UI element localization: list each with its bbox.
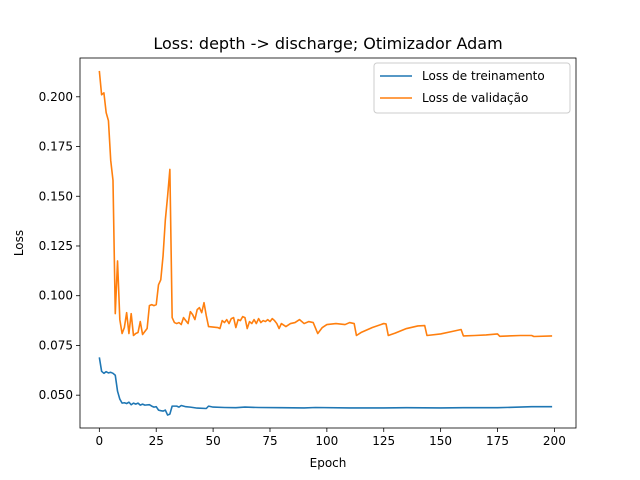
chart-title: Loss: depth -> discharge; Otimizador Ada…	[153, 34, 502, 53]
series-layer	[98, 70, 553, 416]
x-tick-label: 75	[262, 434, 277, 448]
y-axis-ticks: 0.050 0.075 0.100 0.125 0.150 0.175 0.200	[39, 90, 80, 402]
y-tick-label: 0.100	[39, 289, 73, 303]
x-tick-label: 200	[543, 434, 566, 448]
y-tick-label: 0.200	[39, 90, 73, 104]
x-tick-label: 25	[149, 434, 164, 448]
y-tick-label: 0.075	[39, 338, 73, 352]
x-axis-label: Epoch	[310, 456, 347, 470]
legend-label-validation: Loss de validação	[422, 91, 528, 105]
y-tick-label: 0.125	[39, 239, 73, 253]
y-tick-label: 0.175	[39, 140, 73, 154]
x-tick-label: 0	[96, 434, 104, 448]
x-tick-label: 125	[372, 434, 395, 448]
x-tick-label: 175	[486, 434, 509, 448]
legend: Loss de treinamento Loss de validação	[373, 62, 571, 114]
y-tick-label: 0.150	[39, 189, 73, 203]
x-axis-ticks: 0 25 50 75 100 125 150 175 200	[96, 428, 566, 448]
y-axis-label: Loss	[12, 230, 26, 256]
x-tick-label: 150	[429, 434, 452, 448]
x-tick-label: 50	[205, 434, 220, 448]
legend-label-training: Loss de treinamento	[422, 69, 545, 83]
series-line-loss-de-treinamento	[98, 357, 553, 416]
series-line-loss-de-validacao	[98, 70, 553, 338]
y-tick-label: 0.050	[39, 388, 73, 402]
legend-box	[373, 62, 571, 114]
x-tick-label: 100	[315, 434, 338, 448]
plot-frame	[79, 57, 577, 429]
